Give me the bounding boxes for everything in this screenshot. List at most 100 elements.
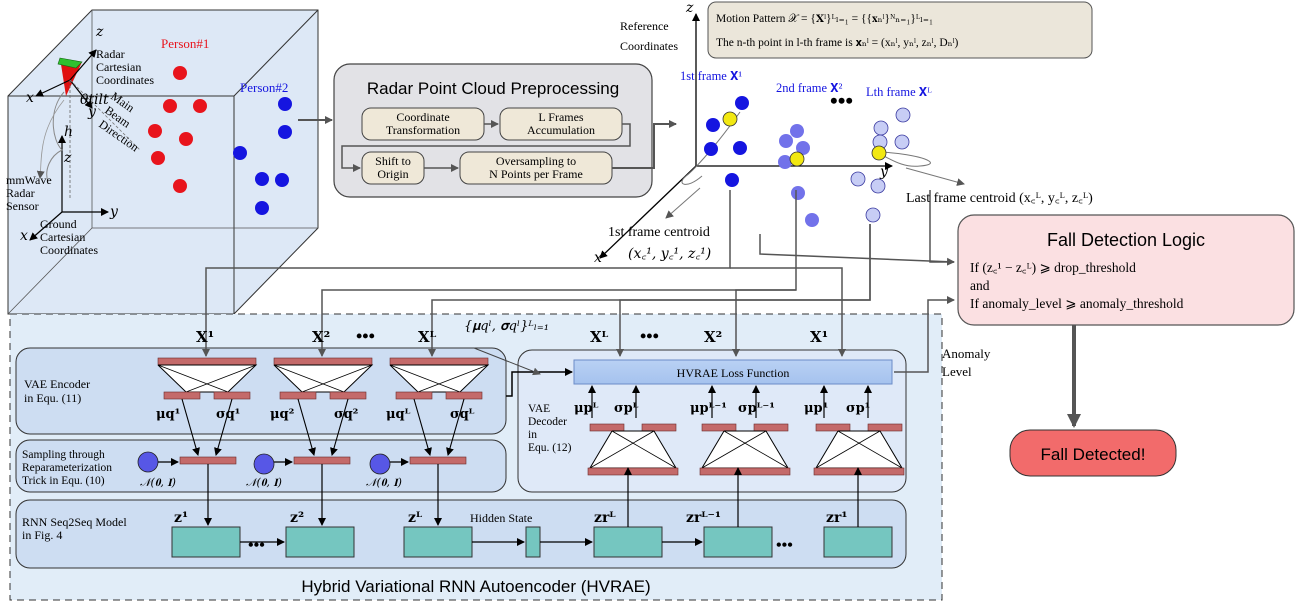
fall-detected-box bbox=[1009, 429, 1177, 477]
decoder-label-line3: in bbox=[528, 429, 537, 441]
hvrae-title: Hybrid Variational RNN Autoencoder (HVRA… bbox=[301, 577, 650, 596]
preprocessing-block bbox=[333, 63, 653, 198]
radar-coords-line3: Coordinates bbox=[96, 73, 154, 87]
output-x1: 𝐗¹ bbox=[810, 328, 828, 346]
reference-line2: Coordinates bbox=[620, 39, 678, 53]
dec-mu-L: 𝛍pᴸ bbox=[574, 401, 599, 416]
encoder-unit bbox=[389, 357, 490, 456]
sampling-units bbox=[137, 451, 467, 475]
ref-z-axis-label: z bbox=[685, 0, 694, 16]
ground-coords-line2: Cartesian bbox=[40, 230, 85, 244]
input-x1: 𝐗¹ bbox=[196, 328, 214, 346]
mu-sigma-set: {𝛍qˡ, 𝛔qˡ}ᴸₗ₌₁ bbox=[464, 319, 549, 334]
frameL-label: Lth frame 𝐗ᴸ bbox=[866, 85, 932, 99]
normal-dist-3: 𝒩(𝟎, 𝐈) bbox=[366, 476, 402, 489]
z-enc-1: 𝐳¹ bbox=[174, 510, 188, 526]
sensor-line2: Radar bbox=[6, 186, 35, 200]
input-xL: 𝐗ᴸ bbox=[418, 328, 437, 346]
ref-x-axis-label: x bbox=[594, 250, 602, 266]
radar-x-axis-label: x bbox=[26, 90, 34, 106]
frame1-points bbox=[704, 96, 749, 187]
z-dec-1: 𝐳r¹ bbox=[826, 510, 847, 526]
vae-encoders bbox=[157, 357, 490, 456]
person2-points bbox=[233, 97, 292, 215]
normal-dist-1: 𝒩(𝟎, 𝐈) bbox=[140, 476, 176, 489]
anomaly-line2: Level bbox=[942, 364, 972, 379]
person2-label: Person#2 bbox=[240, 80, 288, 95]
enc-sigma-L: 𝛔qᴸ bbox=[450, 407, 475, 422]
radar-y-axis-label: y bbox=[87, 104, 97, 120]
enc-sigma-1: 𝛔q¹ bbox=[216, 407, 240, 422]
motion-pattern-text: Motion Pattern 𝒳 = {𝐗ˡ}ᴸₗ₌₁ = {{𝐱ₙˡ}ᴺₙ₌₁… bbox=[716, 13, 933, 25]
ground-x-axis-label: x bbox=[20, 228, 28, 244]
radar-coords-line1: Radar bbox=[96, 47, 125, 61]
dec-sigma-L-1: 𝛔pᴸ⁻¹ bbox=[738, 401, 775, 416]
radar-scene bbox=[7, 9, 319, 315]
radar-coords-line2: Cartesian bbox=[96, 60, 141, 74]
step1-line2: Transformation bbox=[386, 123, 460, 137]
enc-mu-2: 𝛍q² bbox=[270, 407, 294, 422]
ground-y-axis-label: y bbox=[109, 204, 119, 220]
dec-mu-L-1: 𝛍pᴸ⁻¹ bbox=[690, 401, 727, 416]
enc-mu-L: 𝛍qᴸ bbox=[386, 407, 411, 422]
ref-y-axis-label: y bbox=[879, 164, 889, 180]
reference-coordinates bbox=[599, 13, 965, 259]
fall-logic-line3: If anomaly_level ⩾ anomaly_threshold bbox=[970, 296, 1184, 311]
first-centroid-math: (x꜀¹, y꜀¹, z꜀¹) bbox=[628, 246, 711, 262]
input-ellipsis: ••• bbox=[356, 326, 375, 346]
encoder-label-line1: VAE Encoder bbox=[24, 377, 90, 391]
first-centroid-label: 1st frame centroid bbox=[608, 225, 710, 240]
fall-logic-line2: and bbox=[970, 278, 990, 293]
step3-line2: Origin bbox=[377, 167, 408, 181]
rnn-ellipsis-1: ••• bbox=[248, 537, 265, 554]
normal-dist-2: 𝒩(𝟎, 𝐈) bbox=[246, 476, 282, 489]
z-dec-L: 𝐳rᴸ bbox=[594, 510, 616, 526]
loss-function-label: HVRAE Loss Function bbox=[677, 366, 790, 380]
dec-mu-1: 𝛍p¹ bbox=[804, 401, 828, 416]
frame2-label: 2nd frame 𝐗² bbox=[776, 81, 843, 95]
decoder-to-loss bbox=[588, 385, 872, 418]
ground-coords-line3: Coordinates bbox=[40, 243, 98, 257]
decoder-label-line2: Decoder bbox=[528, 416, 567, 428]
ground-z-axis-label: z bbox=[63, 150, 72, 166]
step2-line1: L Frames bbox=[538, 110, 584, 124]
step3-line1: Shift to bbox=[375, 154, 411, 168]
hidden-state-label: Hidden State bbox=[470, 511, 532, 525]
input-x2: 𝐗² bbox=[312, 328, 330, 346]
enc-mu-1: 𝛍q¹ bbox=[156, 407, 180, 422]
z-enc-L: 𝐳ᴸ bbox=[408, 510, 423, 526]
sampling-label-line3: Trick in Equ. (10) bbox=[22, 475, 105, 487]
enc-sigma-2: 𝛔q² bbox=[334, 407, 358, 422]
last-centroid-label: Last frame centroid (x꜀ᴸ, y꜀ᴸ, z꜀ᴸ) bbox=[906, 191, 1093, 206]
dec-sigma-L: 𝛔pᴸ bbox=[614, 401, 639, 416]
encoder-panel bbox=[15, 347, 507, 435]
decoder-unit bbox=[587, 423, 679, 476]
encoder-unit bbox=[157, 357, 258, 456]
output-ellipsis: ••• bbox=[640, 326, 659, 346]
ground-coords-line1: Ground bbox=[40, 217, 77, 231]
rnn-ellipsis-2: ••• bbox=[776, 537, 793, 554]
output-xL: 𝐗ᴸ bbox=[590, 328, 609, 346]
fall-logic-title: Fall Detection Logic bbox=[1047, 230, 1205, 250]
motion-pattern-box bbox=[707, 1, 1093, 59]
theta-tilt-label: θtilt bbox=[80, 92, 109, 108]
frames-ellipsis: ••• bbox=[830, 88, 853, 113]
nth-point-text: The n-th point in l-th frame is 𝐱ₙˡ = (x… bbox=[716, 37, 959, 49]
sampling-label-line2: Reparameterization bbox=[22, 462, 112, 474]
loss-function-box bbox=[573, 359, 893, 385]
reference-line1: Reference bbox=[620, 19, 669, 33]
sampling-label-line1: Sampling through bbox=[22, 449, 105, 461]
decoder-label-line1: VAE bbox=[528, 403, 550, 415]
person1-points bbox=[148, 66, 207, 193]
fall-logic-line1: If (z꜀¹ − z꜀ᴸ) ⩾ drop_threshold bbox=[970, 260, 1136, 275]
dec-sigma-1: 𝛔p¹ bbox=[846, 401, 870, 416]
radar-z-axis-label: z bbox=[95, 24, 104, 40]
vae-decoders bbox=[587, 423, 905, 476]
z-enc-2: 𝐳² bbox=[290, 510, 304, 526]
rnn-label-line2: in Fig. 4 bbox=[22, 528, 62, 542]
decoder-unit bbox=[699, 423, 791, 476]
rnn-label-line1: RNN Seq2Seq Model bbox=[22, 515, 127, 529]
sensor-line3: Sensor bbox=[6, 199, 39, 213]
connectors bbox=[202, 190, 955, 397]
